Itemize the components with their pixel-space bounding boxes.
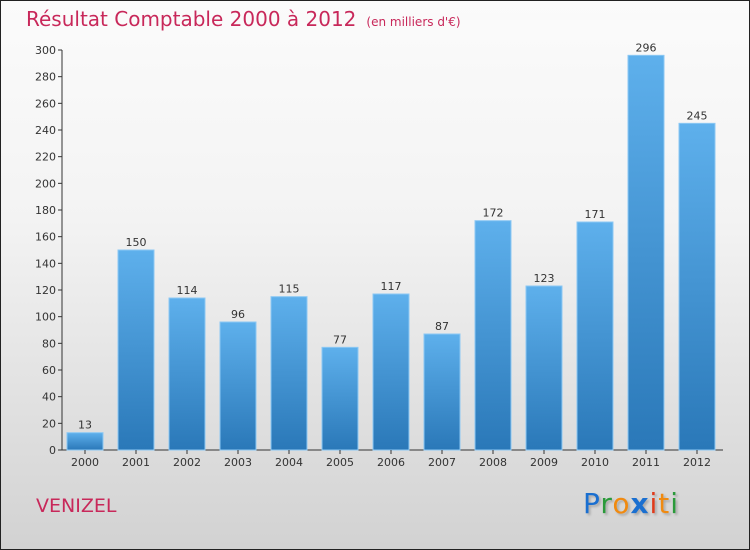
bar-2007: [423, 333, 461, 451]
y-tick-label: 40: [42, 391, 56, 404]
city-name: VENIZEL: [36, 495, 117, 517]
x-tick-label: 2012: [683, 456, 711, 469]
bar-2010: [576, 221, 614, 451]
bar-2004: [270, 296, 308, 451]
x-tick-label: 2000: [71, 456, 99, 469]
x-tick-label: 2008: [479, 456, 507, 469]
data-label: 77: [333, 333, 347, 346]
chart-subtitle: (en milliers d'€): [366, 15, 461, 29]
y-tick-label: 200: [35, 177, 56, 190]
y-tick-label: 0: [49, 444, 56, 457]
y-tick-label: 220: [35, 151, 56, 164]
x-tick-label: 2011: [632, 456, 660, 469]
title-text: Résultat Comptable 2000 à 2012: [26, 7, 357, 31]
bar-2011: [627, 54, 665, 451]
y-tick-label: 20: [42, 417, 56, 430]
y-tick-label: 140: [35, 257, 56, 270]
y-tick-label: 280: [35, 71, 56, 84]
bar-2009: [525, 285, 563, 451]
chart-title: Résultat Comptable 2000 à 2012 (en millie…: [26, 7, 461, 31]
data-label: 245: [687, 109, 708, 122]
bar-2003: [219, 321, 257, 451]
y-tick-label: 240: [35, 124, 56, 137]
data-label: 13: [78, 419, 92, 432]
data-label: 123: [534, 272, 555, 285]
data-label: 172: [483, 207, 504, 220]
bar-2006: [372, 293, 410, 451]
y-tick-label: 120: [35, 284, 56, 297]
x-tick-label: 2009: [530, 456, 558, 469]
y-tick-label: 160: [35, 231, 56, 244]
x-tick-label: 2001: [122, 456, 150, 469]
data-label: 296: [636, 41, 657, 54]
y-tick-label: 100: [35, 311, 56, 324]
x-tick-label: 2002: [173, 456, 201, 469]
x-tick-label: 2003: [224, 456, 252, 469]
bar-2000: [66, 432, 104, 451]
bar-2008: [474, 220, 512, 451]
y-tick-label: 60: [42, 364, 56, 377]
data-label: 96: [231, 308, 245, 321]
data-label: 150: [126, 236, 147, 249]
x-tick-label: 2010: [581, 456, 609, 469]
bar-2001: [117, 249, 155, 451]
data-label: 117: [381, 280, 402, 293]
x-tick-label: 2007: [428, 456, 456, 469]
x-tick-label: 2005: [326, 456, 354, 469]
x-tick-label: 2004: [275, 456, 303, 469]
bar-2002: [168, 297, 206, 451]
data-label: 171: [585, 208, 606, 221]
y-tick-label: 260: [35, 97, 56, 110]
y-tick-label: 180: [35, 204, 56, 217]
proxiti-logo: Proxiti: [583, 487, 680, 520]
y-tick-label: 300: [35, 44, 56, 57]
data-label: 87: [435, 320, 449, 333]
y-tick-label: 80: [42, 337, 56, 350]
data-label: 115: [279, 283, 300, 296]
data-label: 114: [177, 284, 198, 297]
bar-2005: [321, 346, 359, 451]
bar-2012: [678, 122, 716, 451]
x-tick-label: 2006: [377, 456, 405, 469]
